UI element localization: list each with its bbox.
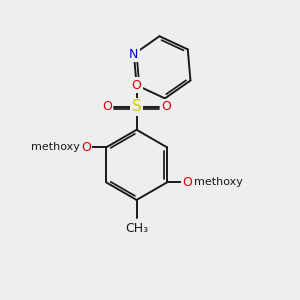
Text: N: N — [129, 48, 139, 61]
Text: O: O — [161, 100, 171, 113]
Text: O: O — [102, 100, 112, 113]
Text: methoxy: methoxy — [31, 142, 80, 152]
Text: O: O — [81, 141, 91, 154]
Text: S: S — [132, 99, 142, 114]
Text: CH₃: CH₃ — [125, 222, 148, 235]
Text: O: O — [182, 176, 192, 189]
Text: methoxy: methoxy — [194, 177, 243, 188]
Text: O: O — [132, 79, 142, 92]
